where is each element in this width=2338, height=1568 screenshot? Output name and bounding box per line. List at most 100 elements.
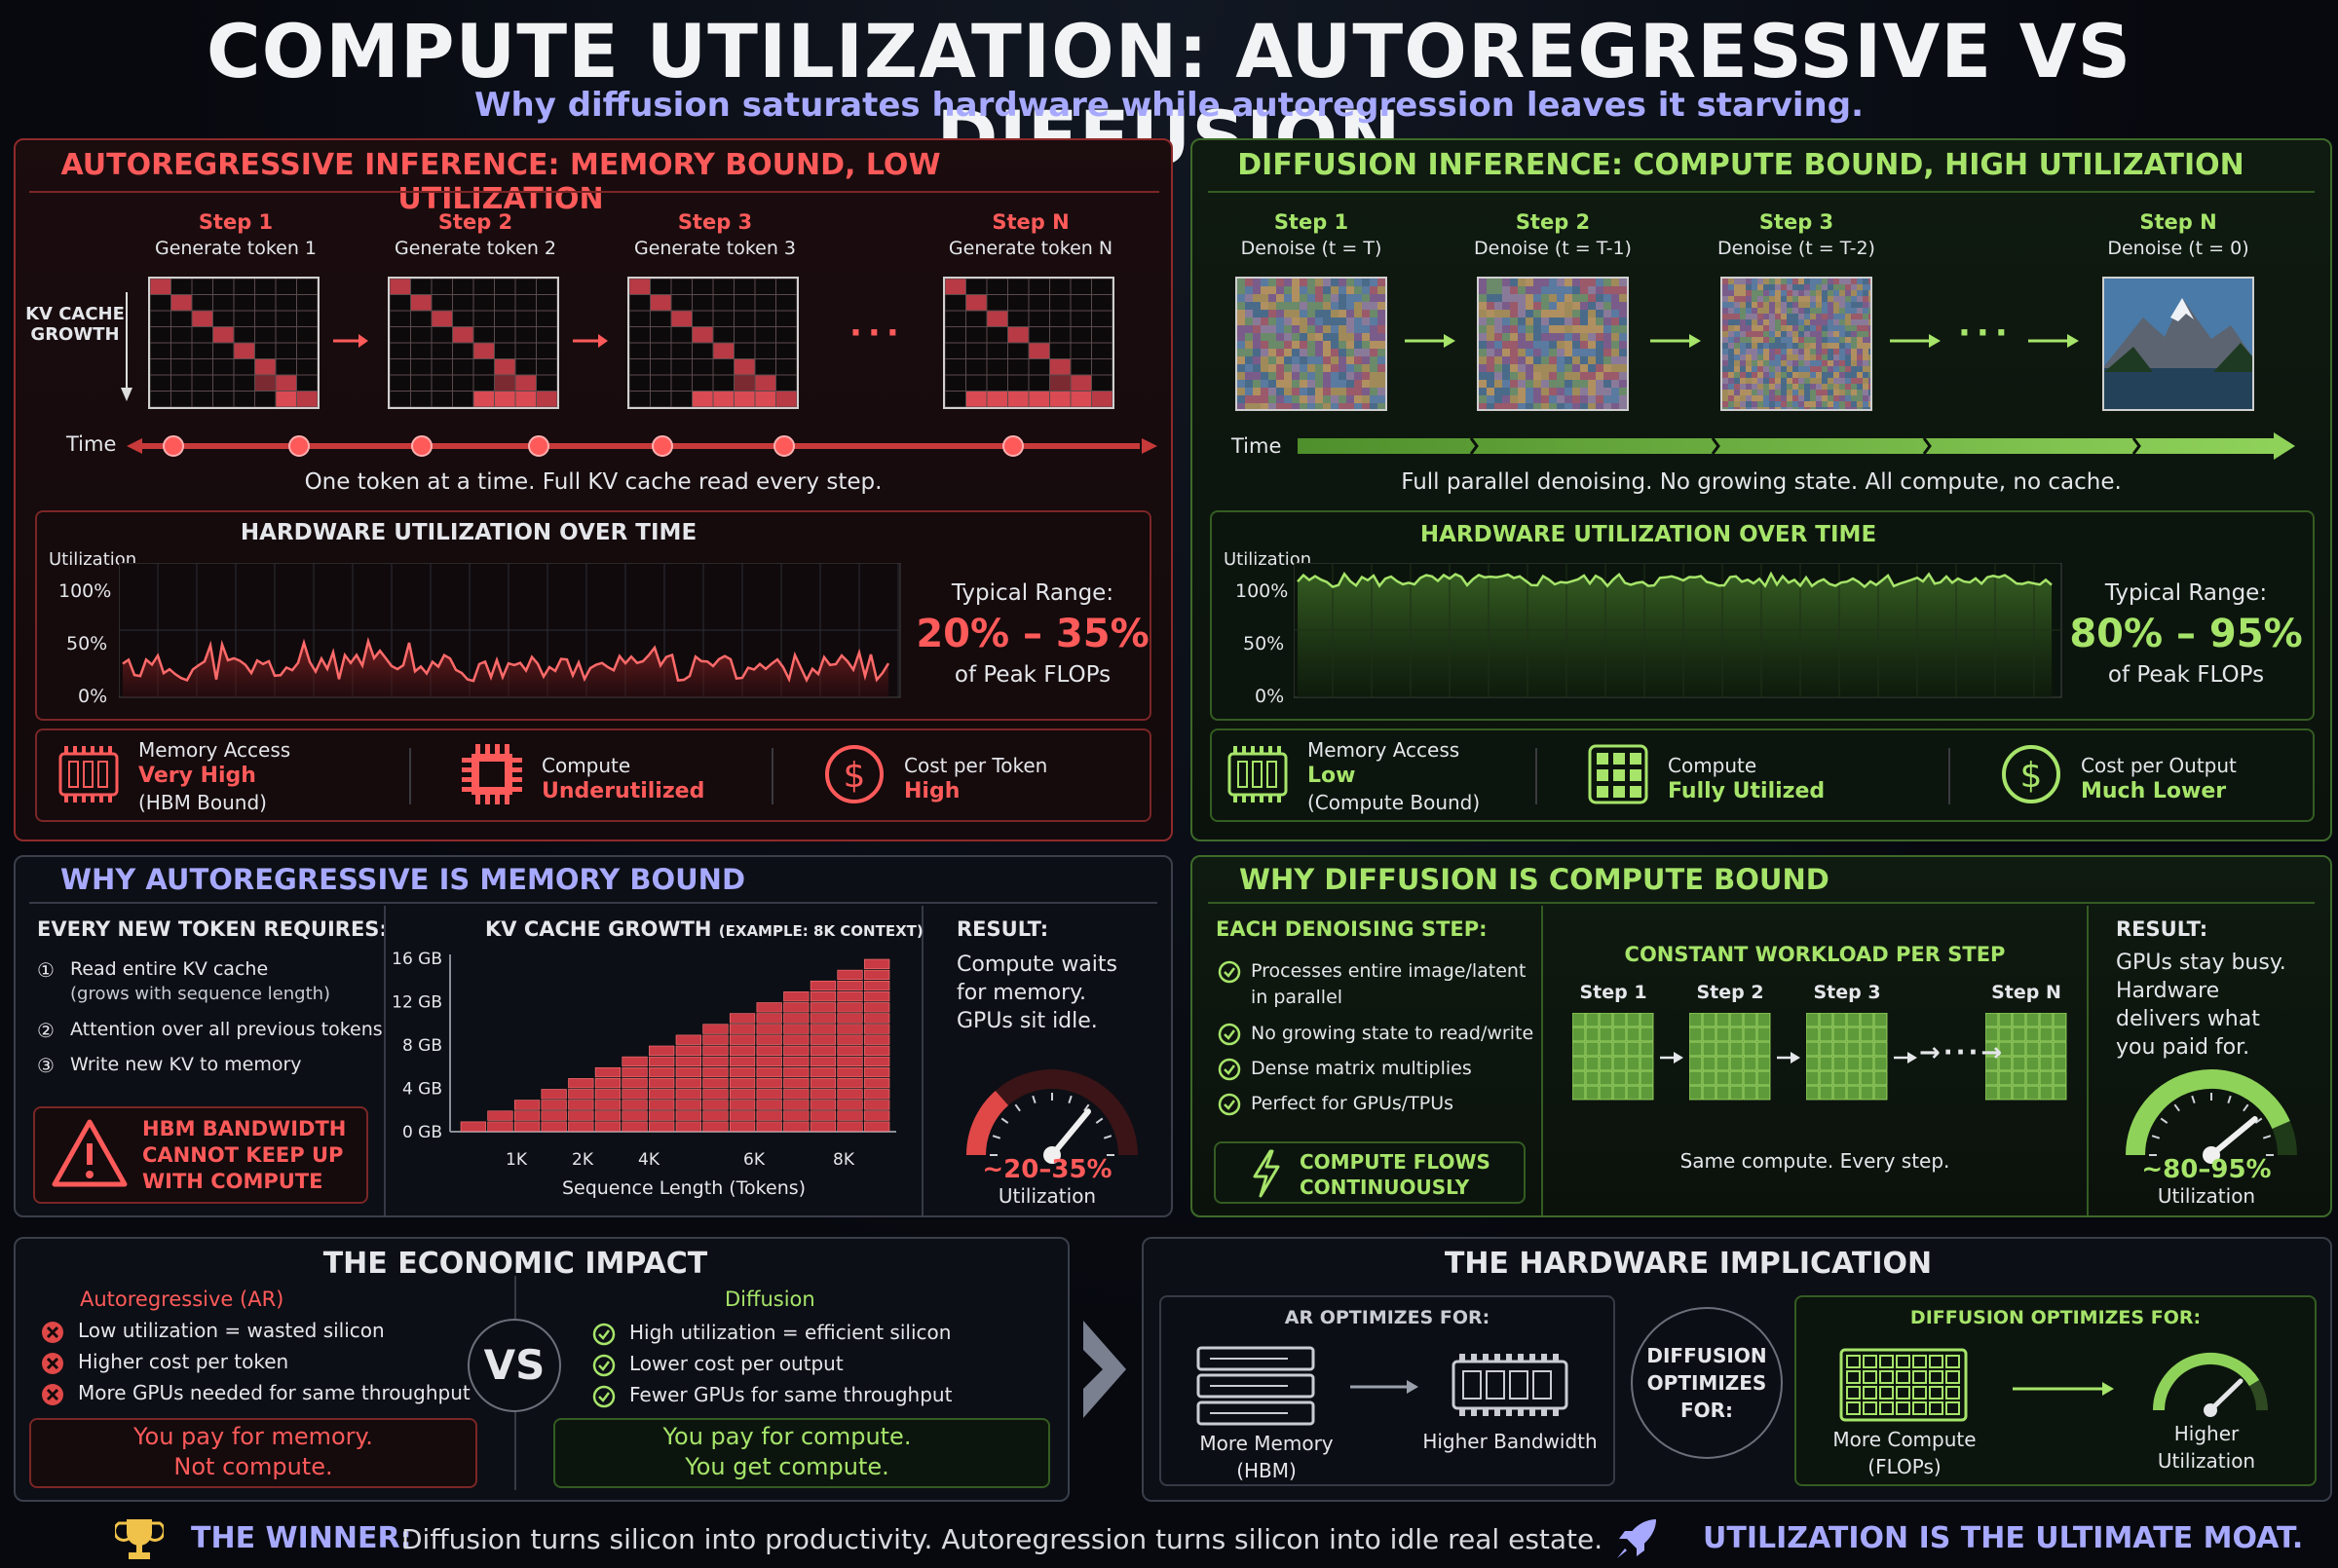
constant-caption: Same compute. Every step.: [1679, 1149, 1950, 1173]
requirement-text: Attention over all previous tokens: [70, 1019, 383, 1040]
tick-label: 100%: [1235, 580, 1289, 602]
diffusion-gauge: [2126, 1069, 2297, 1164]
econ-diffusion-footer: You pay for compute. You get compute.: [662, 1423, 912, 1480]
stat-value: High: [904, 779, 961, 803]
ar-optimizes-title: AR OPTIMIZES FOR:: [1284, 1307, 1490, 1328]
diffusion-result-title: RESULT:: [2116, 917, 2208, 941]
arrow-icon: [1350, 1380, 1418, 1394]
page-title: COMPUTE UTILIZATION: AUTOREGRESSIVE VS D…: [206, 8, 2132, 181]
arrow-icon: [1892, 1048, 1919, 1067]
check-icon: [592, 1385, 616, 1408]
compute-flows-text: COMPUTE FLOWS CONTINUOUSLY: [1300, 1150, 1490, 1199]
denoising-item: No growing state to read/write: [1251, 1023, 1534, 1044]
kv-cache-grid: [148, 277, 320, 409]
diffusion-panel-title: DIFFUSION INFERENCE: COMPUTE BOUND, HIGH…: [1237, 148, 2244, 182]
tick-label: 100%: [58, 580, 112, 602]
ar-util-axis-label: Utilization: [49, 549, 137, 570]
diffusion-range-unit: of Peak FLOPs: [2107, 662, 2265, 688]
kv-bar: [702, 1024, 729, 1132]
stat-value: Low: [1307, 764, 1356, 788]
constant-step-label: Step 3: [1813, 982, 1881, 1003]
x-circle-icon: [41, 1383, 64, 1406]
compute-grid: [1688, 1012, 1771, 1102]
memory-server-icon: [1196, 1346, 1315, 1426]
y-tick-label: 8 GB: [402, 1036, 442, 1056]
diffusion-util-title: HARDWARE UTILIZATION OVER TIME: [1419, 522, 1877, 547]
trophy-icon: [115, 1519, 164, 1559]
arrow-icon: [1775, 1048, 1802, 1067]
ar-timeline: [127, 435, 1157, 457]
diffusion-time-label: Time: [1231, 434, 1282, 458]
compute-grid: [1984, 1012, 2067, 1102]
diffusion-step-label: Step 3: [1758, 210, 1834, 234]
divider: [384, 906, 386, 1215]
kv-bar: [487, 1110, 513, 1132]
kv-bar: [594, 1066, 622, 1132]
kv-bar: [622, 1056, 648, 1132]
gauge-needle: [2208, 1116, 2258, 1158]
ar-optimizes-bandwidth: Higher Bandwidth: [1422, 1430, 1598, 1453]
econ-diffusion-item: Lower cost per output: [629, 1352, 844, 1375]
diffusion-util-axis-label: Utilization: [1224, 549, 1312, 570]
diffusion-panel: [1190, 138, 2332, 841]
noise-image: [1477, 277, 1629, 411]
grid-chip-icon: [1584, 742, 1652, 806]
denoising-item: Perfect for GPUs/TPUs: [1251, 1093, 1454, 1114]
ar-util-title: HARDWARE UTILIZATION OVER TIME: [240, 520, 698, 545]
divider: [772, 748, 773, 804]
econ-diffusion-footer-box: [553, 1418, 1050, 1488]
x-circle-icon: [41, 1352, 64, 1375]
dollar-icon: $: [820, 742, 888, 806]
x-tick-label: 2K: [572, 1150, 594, 1170]
memory-chip-icon: [55, 742, 123, 806]
ar-gauge-label: Utilization: [998, 1184, 1097, 1208]
memory-chip-icon: [1224, 742, 1292, 806]
diffusion-step-label: Step 2: [1515, 210, 1591, 234]
gauge-fill: [2126, 1069, 2290, 1156]
diffusion-caption: Full parallel denoising. No growing stat…: [1401, 469, 2122, 495]
kv-growth-label: KV CACHE GROWTH: [25, 304, 125, 345]
diffusion-timeline: [1298, 432, 2295, 460]
kv-bar: [513, 1100, 541, 1132]
stat-title: Cost per Token: [904, 754, 1048, 777]
check-icon: [592, 1354, 616, 1377]
kv-bar: [756, 1002, 782, 1132]
kv-cache-grid: [627, 277, 799, 409]
ar-result-text: Compute waits for memory. GPUs sit idle.: [957, 952, 1117, 1033]
stat-title: Compute: [542, 754, 631, 777]
diffusion-gauge-label: Utilization: [2157, 1184, 2256, 1208]
divider: [29, 191, 1159, 193]
compute-grid-icon: [1839, 1348, 1968, 1422]
stat-value: Underutilized: [542, 779, 705, 803]
arrow-icon: [573, 334, 608, 348]
ar-step-label: Step 2: [437, 210, 513, 234]
diffusion-optimizes-title: DIFFUSION OPTIMIZES FOR:: [1909, 1307, 2202, 1328]
ar-result-title: RESULT:: [957, 917, 1049, 941]
kv-bar: [864, 958, 890, 1132]
list-number: ①: [37, 958, 55, 982]
econ-ar-title: Autoregressive (AR): [80, 1288, 284, 1311]
divider: [29, 902, 1157, 904]
list-number: ②: [37, 1019, 55, 1042]
tick-label: 50%: [1243, 633, 1285, 654]
arrow-icon: [333, 334, 368, 348]
gauge-track: [966, 1069, 1138, 1156]
divider: [1208, 902, 2315, 904]
stat-title: Memory Access: [1307, 738, 1460, 762]
divider: [1208, 191, 2315, 193]
gauge-fill: [966, 1090, 1009, 1156]
diffusion-step-label: Step 1: [1273, 210, 1349, 234]
requirement-text: Write new KV to memory: [70, 1054, 302, 1075]
check-icon: [1218, 1058, 1241, 1081]
winner-text: Diffusion turns silicon into productivit…: [401, 1523, 1603, 1555]
kv-chart-xlabel: Sequence Length (Tokens): [562, 1177, 806, 1199]
arrow-icon: [1658, 1048, 1685, 1067]
why-diffusion-title: WHY DIFFUSION IS COMPUTE BOUND: [1239, 863, 1829, 896]
kv-cache-grid: [943, 277, 1114, 409]
noise-image: [1235, 277, 1387, 411]
kv-chart-title-text: KV CACHE GROWTH: [485, 917, 712, 941]
noise-image: [1720, 277, 1872, 411]
tick-label: 50%: [66, 633, 108, 654]
check-icon: [1218, 1023, 1241, 1046]
